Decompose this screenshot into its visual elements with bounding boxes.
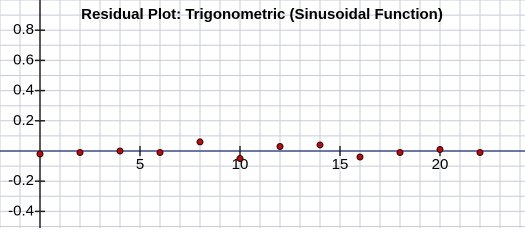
x-tick-label: 20 [432, 156, 449, 173]
background [0, 0, 525, 228]
point [356, 153, 364, 161]
y-tick-label: 0.8 [13, 21, 34, 38]
point [476, 149, 484, 157]
point [36, 150, 44, 158]
grid [0, 0, 525, 228]
chart: 5 10 15 20 -0.4 -0.2 0.2 0.4 0.6 0.8 Residual Plo… [0, 0, 525, 228]
x-tick-label: 5 [136, 156, 144, 173]
point [196, 138, 204, 146]
x-tick-label: 10 [232, 156, 249, 173]
y-tick-label: -0.2 [8, 172, 34, 189]
y-tick-label: 0.2 [13, 112, 34, 129]
point [156, 149, 164, 157]
point [116, 147, 124, 155]
marks [36, 138, 484, 163]
point [316, 141, 324, 149]
point [236, 155, 244, 163]
y-tick-label: 0.6 [13, 51, 34, 68]
point [396, 149, 404, 157]
point [76, 149, 84, 157]
point [436, 145, 444, 153]
y-tick-label: 0.4 [13, 82, 34, 99]
x-tick-label: 15 [332, 156, 349, 173]
chart-title: Residual Plot: Trigonometric (Sinusoidal… [81, 6, 443, 23]
y-tick-label: -0.4 [8, 202, 34, 219]
point [276, 142, 284, 150]
